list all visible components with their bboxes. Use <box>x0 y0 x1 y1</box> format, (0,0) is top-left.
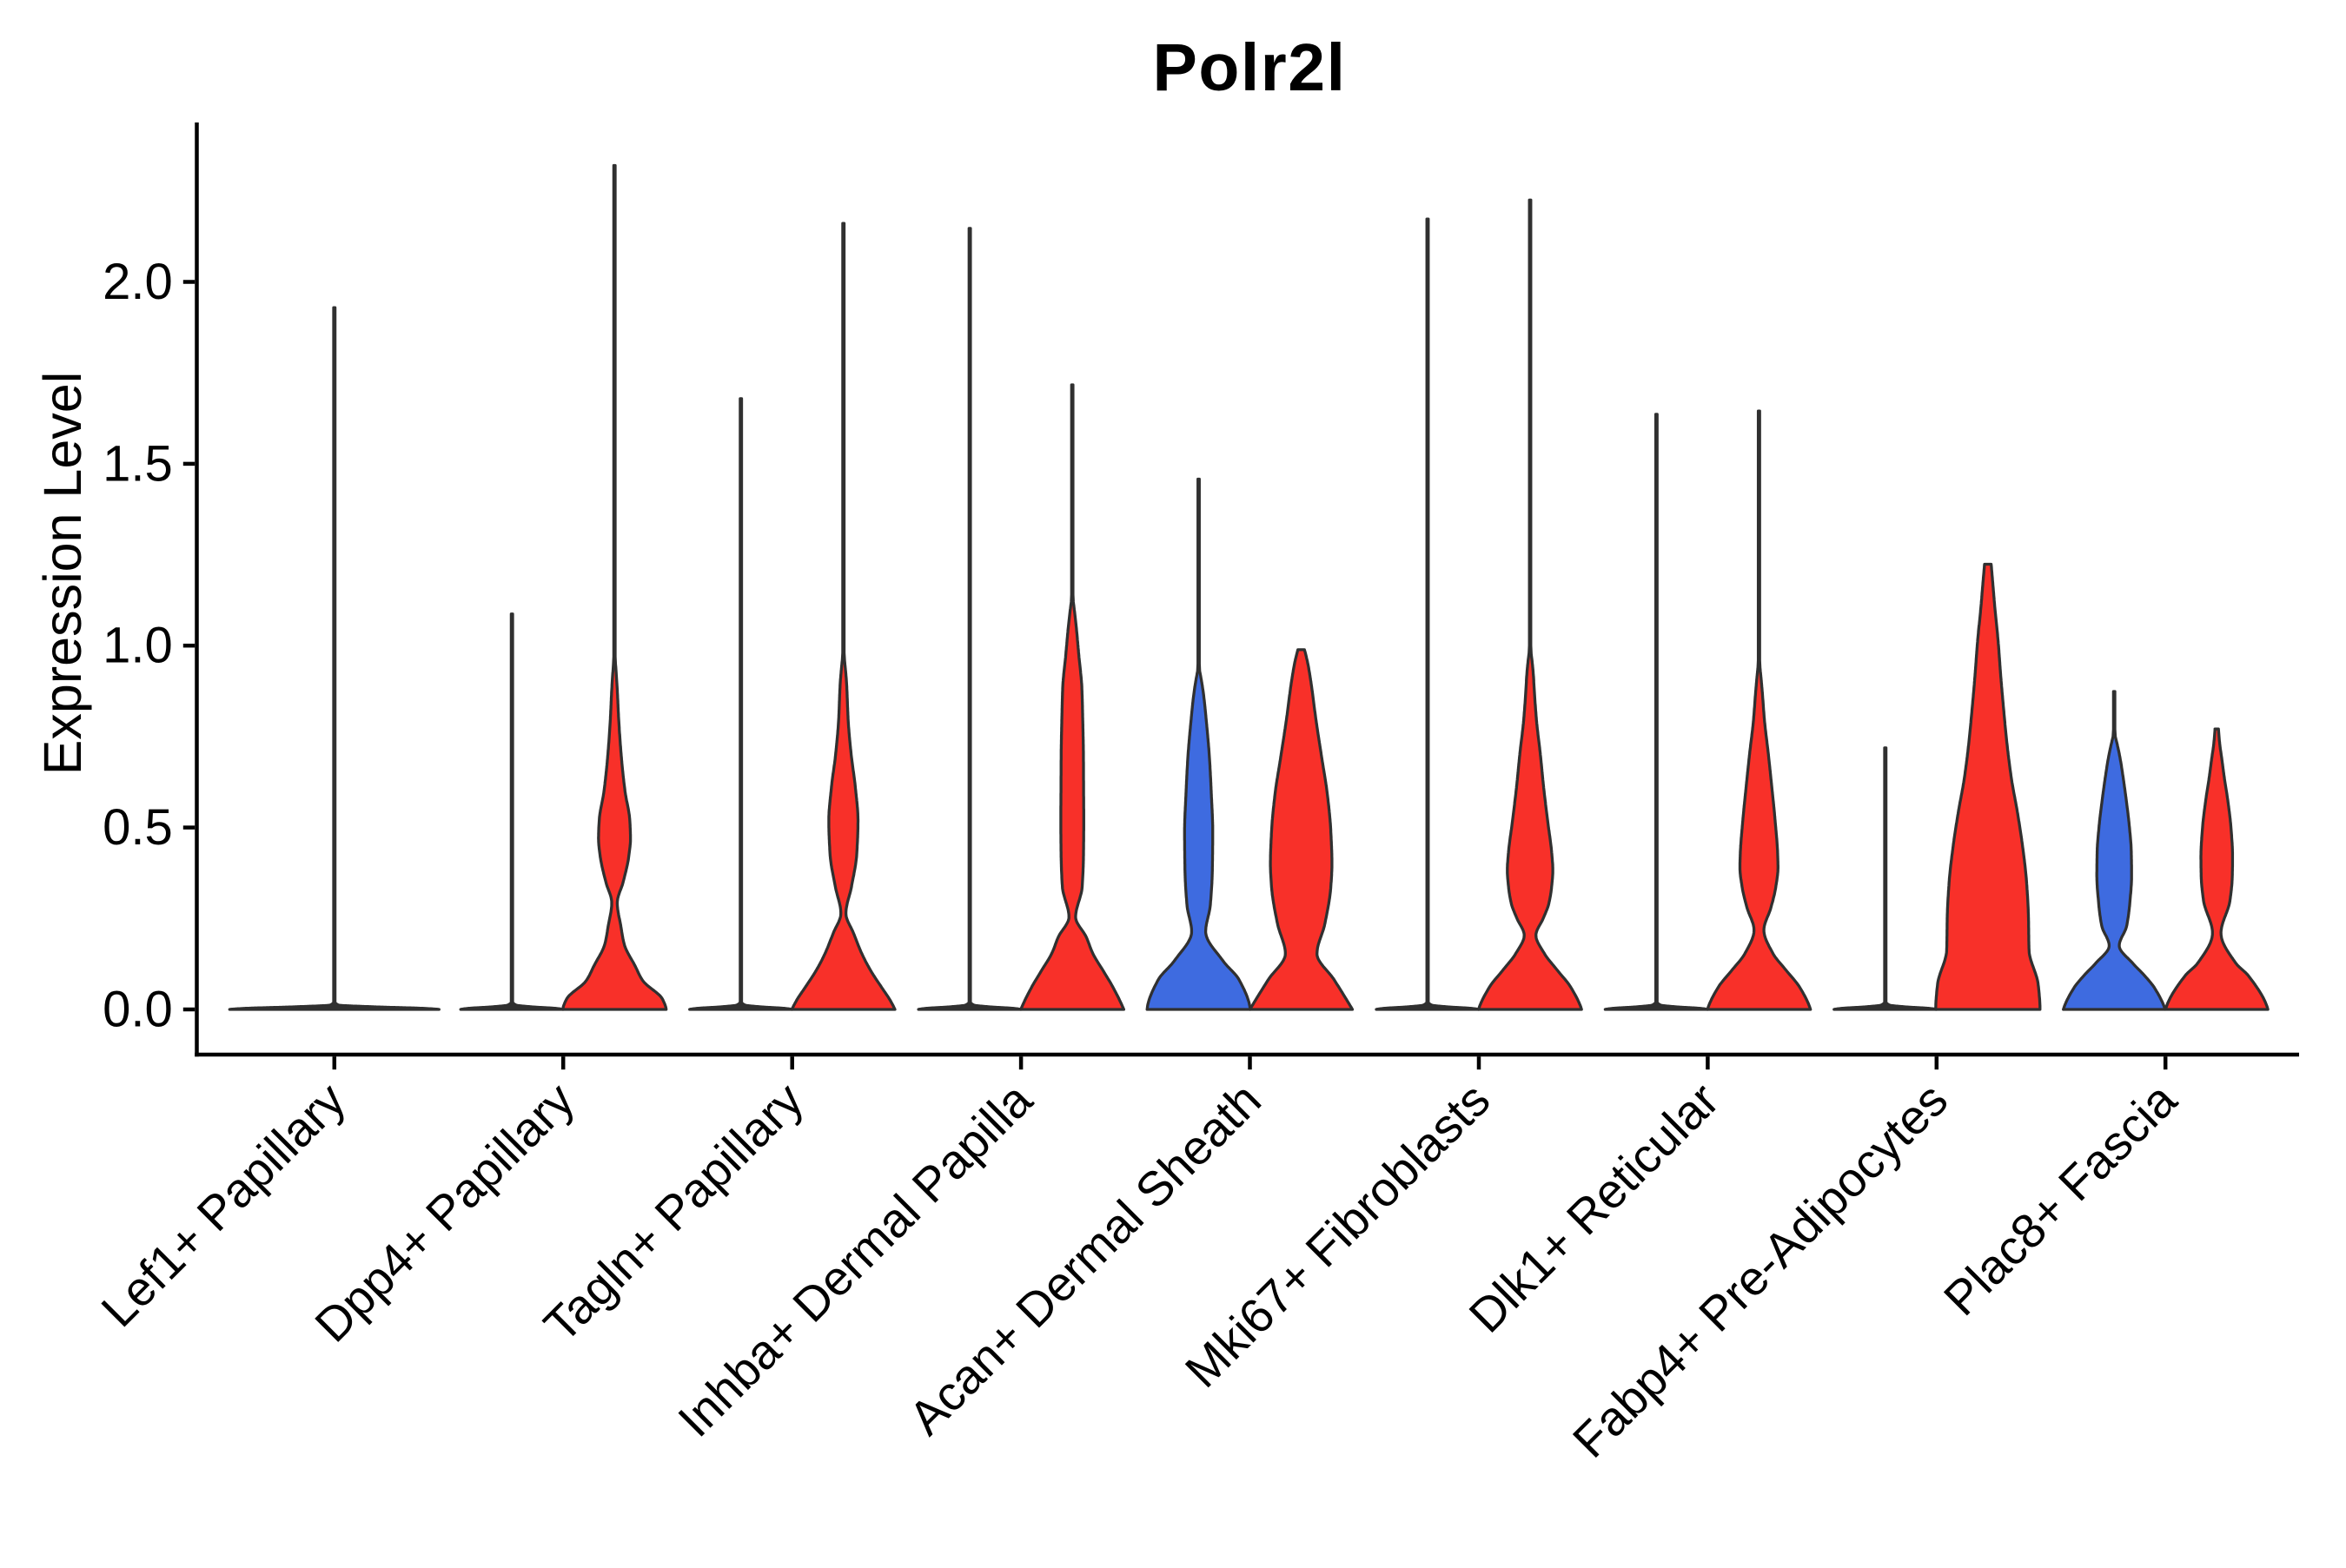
svg-text:Polr2l: Polr2l <box>1153 30 1347 105</box>
svg-text:0.0: 0.0 <box>103 982 173 1038</box>
svg-text:2.0: 2.0 <box>103 254 173 310</box>
svg-text:1.0: 1.0 <box>103 618 173 674</box>
svg-text:Expression Level: Expression Level <box>33 372 92 776</box>
svg-text:0.5: 0.5 <box>103 799 173 856</box>
svg-text:1.5: 1.5 <box>103 435 173 492</box>
